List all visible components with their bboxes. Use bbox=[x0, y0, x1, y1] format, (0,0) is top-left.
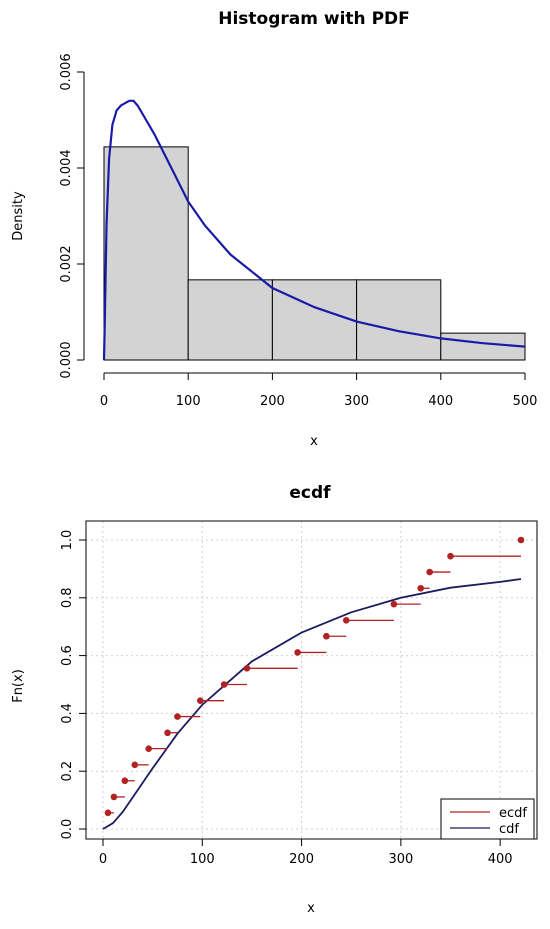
ecdf-y-label: Fn(x) bbox=[11, 669, 26, 703]
histogram-bar bbox=[271, 279, 358, 361]
ecdf-point bbox=[104, 809, 112, 817]
ecdf-point bbox=[243, 665, 251, 672]
histogram-x-ticks: 0 100 200 300 400 500 bbox=[100, 373, 538, 409]
legend-cdf-label: cdf bbox=[499, 822, 519, 837]
x-tick-label: 100 bbox=[190, 852, 215, 867]
cdf-curve bbox=[102, 578, 522, 830]
histogram-y-ticks: 0.000 0.002 0.004 0.006 bbox=[59, 53, 84, 379]
x-tick-label: 300 bbox=[344, 394, 369, 409]
y-tick-label: 0.8 bbox=[60, 587, 75, 608]
y-tick-label: 0.006 bbox=[59, 53, 74, 90]
y-tick-label: 0.004 bbox=[59, 149, 74, 186]
ecdf-y-ticks: 0.0 0.2 0.4 0.6 0.8 1.0 bbox=[60, 530, 86, 840]
ecdf-plot-box bbox=[85, 520, 538, 840]
histogram-bars bbox=[103, 146, 526, 361]
ecdf-point bbox=[174, 713, 181, 720]
y-tick-label: 0.0 bbox=[60, 819, 75, 840]
legend-ecdf-label: ecdf bbox=[499, 806, 527, 821]
x-tick-label: 500 bbox=[513, 394, 538, 409]
ecdf-point bbox=[447, 552, 454, 560]
ecdf-point bbox=[145, 745, 152, 752]
x-tick-label: 0 bbox=[100, 394, 108, 409]
x-tick-label: 100 bbox=[176, 394, 201, 409]
ecdf-x-ticks: 0 100 200 300 400 bbox=[99, 839, 513, 867]
ecdf-point bbox=[390, 600, 398, 608]
ecdf-point bbox=[131, 761, 139, 769]
y-tick-label: 0.002 bbox=[59, 245, 74, 282]
ecdf-point bbox=[110, 793, 118, 801]
histogram-bar bbox=[356, 279, 442, 361]
ecdf-legend: ecdf cdf bbox=[440, 798, 535, 840]
y-tick-label: 0.6 bbox=[60, 645, 75, 666]
x-tick-label: 400 bbox=[428, 394, 453, 409]
ecdf-steps bbox=[104, 536, 525, 817]
histogram-panel: Histogram with PDF 0 100 200 300 400 500 0.00… bbox=[11, 9, 537, 449]
x-tick-label: 200 bbox=[289, 852, 314, 867]
y-tick-label: 0.2 bbox=[60, 761, 75, 782]
ecdf-point bbox=[164, 729, 171, 737]
histogram-y-label: Density bbox=[11, 191, 26, 241]
ecdf-point bbox=[426, 568, 433, 576]
x-tick-label: 200 bbox=[260, 394, 285, 409]
x-tick-label: 400 bbox=[488, 852, 513, 867]
ecdf-grid bbox=[86, 521, 537, 839]
legend-box bbox=[440, 798, 535, 840]
ecdf-x-label: x bbox=[307, 901, 315, 916]
y-tick-label: 0.000 bbox=[59, 341, 74, 378]
x-tick-label: 0 bbox=[99, 852, 107, 867]
y-tick-label: 1.0 bbox=[60, 530, 75, 551]
histogram-title: Histogram with PDF bbox=[218, 9, 410, 29]
histogram-bar bbox=[103, 146, 189, 361]
y-tick-label: 0.4 bbox=[60, 703, 75, 724]
ecdf-point bbox=[517, 536, 525, 544]
ecdf-point bbox=[121, 777, 129, 785]
ecdf-title: ecdf bbox=[289, 483, 331, 503]
x-tick-label: 300 bbox=[388, 852, 413, 867]
ecdf-point bbox=[342, 617, 350, 624]
ecdf-point bbox=[294, 649, 301, 656]
pdf-curve bbox=[102, 99, 526, 361]
ecdf-point bbox=[197, 697, 204, 704]
ecdf-panel: ecdf 0 100 200 300 400 0.00.20.40.60.81.0 x … bbox=[11, 483, 538, 916]
ecdf-point bbox=[323, 632, 330, 640]
histogram-bar bbox=[187, 279, 273, 361]
ecdf-point bbox=[417, 584, 425, 592]
ecdf-point bbox=[220, 681, 228, 688]
histogram-x-label: x bbox=[310, 434, 318, 449]
